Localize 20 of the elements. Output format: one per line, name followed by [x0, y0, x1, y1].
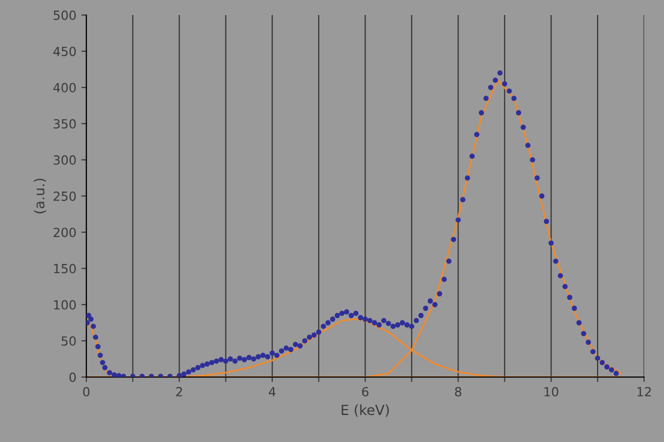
x-tick-label: 8 — [455, 386, 462, 396]
y-tick-label: 150 — [54, 264, 76, 274]
y-tick-label: 0 — [69, 372, 76, 382]
y-tick-label: 300 — [54, 155, 76, 165]
y-tick-label: 100 — [54, 300, 76, 310]
x-tick-label: 0 — [83, 386, 90, 396]
x-tick-label: 6 — [362, 386, 368, 396]
y-tick-label: 50 — [62, 336, 76, 346]
x-tick-label: 10 — [544, 386, 558, 396]
y-tick-label: 250 — [54, 192, 76, 201]
y-tick-label: 200 — [54, 228, 76, 238]
x-tick-label: 2 — [176, 386, 182, 396]
y-tick-label: 400 — [53, 82, 76, 92]
y-tick-label: 450 — [53, 46, 76, 56]
x-tick-label: 4 — [268, 387, 276, 396]
x-tick-label: 12 — [638, 386, 651, 396]
y-axis-title: (a.u.) — [34, 178, 46, 214]
x-axis-title: E (keV) — [342, 404, 389, 417]
y-tick-label: 350 — [54, 119, 76, 129]
y-tick-label: 500 — [54, 10, 76, 20]
